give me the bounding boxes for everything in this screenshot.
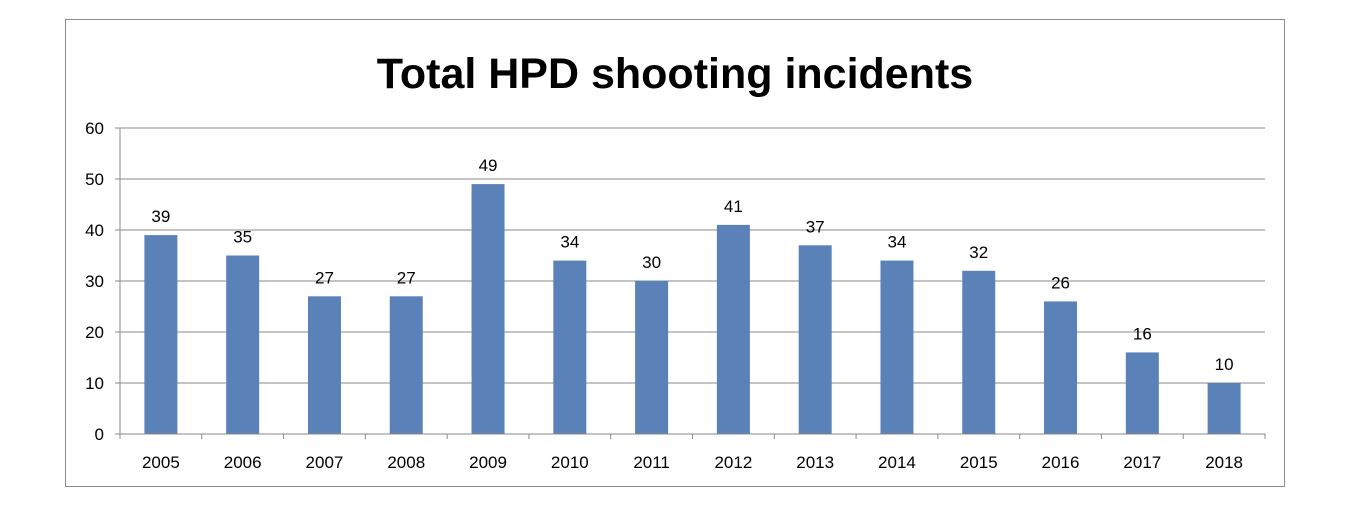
x-tick-label-2008: 2008 (387, 453, 425, 472)
x-tick-label-2016: 2016 (1042, 453, 1080, 472)
x-tick-label-2005: 2005 (142, 453, 180, 472)
gridlines (120, 127, 1265, 384)
data-label-2012: 41 (724, 197, 743, 216)
data-label-2006: 35 (233, 228, 252, 247)
axes (115, 127, 1266, 439)
bar-2009 (471, 184, 505, 434)
bar-2017 (1125, 352, 1159, 434)
data-label-2011: 30 (642, 253, 661, 272)
bar-2016 (1044, 301, 1078, 434)
y-tick-label: 40 (85, 221, 104, 240)
data-label-2017: 16 (1133, 324, 1152, 343)
x-tick-label-2017: 2017 (1123, 453, 1161, 472)
x-tick-label-2014: 2014 (878, 453, 916, 472)
bar-2007 (307, 296, 341, 434)
x-tick-label-2010: 2010 (551, 453, 589, 472)
x-tick-label-2009: 2009 (469, 453, 507, 472)
bar-2012 (716, 224, 750, 434)
x-tick-label-2013: 2013 (796, 453, 834, 472)
data-label-2014: 34 (888, 233, 907, 252)
bar-2013 (798, 245, 832, 434)
y-tick-label: 30 (85, 272, 104, 291)
data-label-2007: 27 (315, 268, 334, 287)
x-tick-label-2015: 2015 (960, 453, 998, 472)
bar-2018 (1207, 383, 1241, 434)
data-label-2018: 10 (1215, 355, 1234, 374)
data-label-2008: 27 (397, 268, 416, 287)
x-tick-label-2011: 2011 (633, 453, 670, 472)
bar-2010 (553, 260, 587, 434)
bar-2011 (635, 281, 669, 434)
data-label-2013: 37 (806, 217, 825, 236)
labels: 0 10 20 30 40 50 60 39 2005 35 2006 27 2007 27 2008 49 2… (85, 119, 1243, 472)
y-tick-label: 10 (85, 374, 104, 393)
bar-2014 (880, 260, 914, 434)
x-tick-label-2006: 2006 (224, 453, 262, 472)
bar-2006 (226, 255, 260, 434)
chart-frame (65, 19, 1285, 487)
y-tick-label: 0 (95, 425, 104, 444)
y-tick-label: 20 (85, 323, 104, 342)
data-label-2010: 34 (560, 233, 579, 252)
x-tick-label-2012: 2012 (714, 453, 752, 472)
bar-2008 (389, 296, 423, 434)
data-label-2009: 49 (479, 156, 498, 175)
data-label-2016: 26 (1051, 273, 1070, 292)
x-tick-label-2007: 2007 (306, 453, 344, 472)
y-tick-label: 50 (85, 170, 104, 189)
data-label-2015: 32 (969, 243, 988, 262)
bar-2005 (144, 235, 178, 434)
bars (144, 184, 1241, 434)
data-label-2005: 39 (151, 207, 170, 226)
chart-title: Total HPD shooting incidents (377, 50, 973, 98)
x-tick-label-2018: 2018 (1205, 453, 1243, 472)
bar-2015 (962, 270, 996, 434)
y-tick-label: 60 (85, 119, 104, 138)
